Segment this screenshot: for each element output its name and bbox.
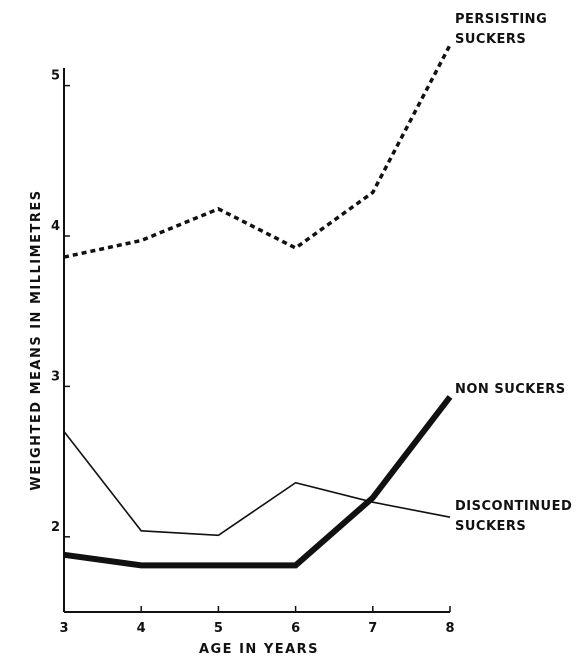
x-tick-label: 5	[214, 621, 223, 636]
y-axis-title: WEIGHTED MEANS IN MILLIMETRES	[29, 189, 44, 490]
y-tick-label: 4	[51, 219, 60, 234]
x-tick-label: 7	[368, 621, 377, 636]
x-tick-label: 6	[291, 621, 300, 636]
series-line-discontinued-suckers	[63, 431, 451, 537]
y-tick-label: 3	[51, 369, 60, 384]
x-tick-label: 8	[445, 621, 454, 636]
series-line-non-suckers	[63, 395, 453, 569]
chart-ticks: 3 4 5 6 7 8 2 3 4 5	[51, 69, 455, 636]
x-tick-label: 4	[137, 621, 146, 636]
series-label-discontinued-suckers: DISCONTINUED	[455, 499, 572, 514]
y-tick-label: 5	[51, 69, 60, 84]
chart-series	[63, 44, 453, 569]
series-label-non-suckers: NON SUCKERS	[455, 382, 566, 397]
series-label-persisting-suckers: PERSISTING	[455, 12, 547, 27]
chart-series-labels: PERSISTING SUCKERS NON SUCKERS DISCONTINUED…	[455, 12, 572, 534]
y-tick-label: 2	[51, 520, 60, 535]
series-label-persisting-suckers: SUCKERS	[455, 32, 526, 47]
series-line-persisting-suckers	[63, 44, 452, 259]
chart-axes	[63, 68, 450, 613]
x-tick-label: 3	[59, 621, 68, 636]
x-axis-title: AGE IN YEARS	[199, 642, 319, 657]
series-label-discontinued-suckers: SUCKERS	[455, 519, 526, 534]
